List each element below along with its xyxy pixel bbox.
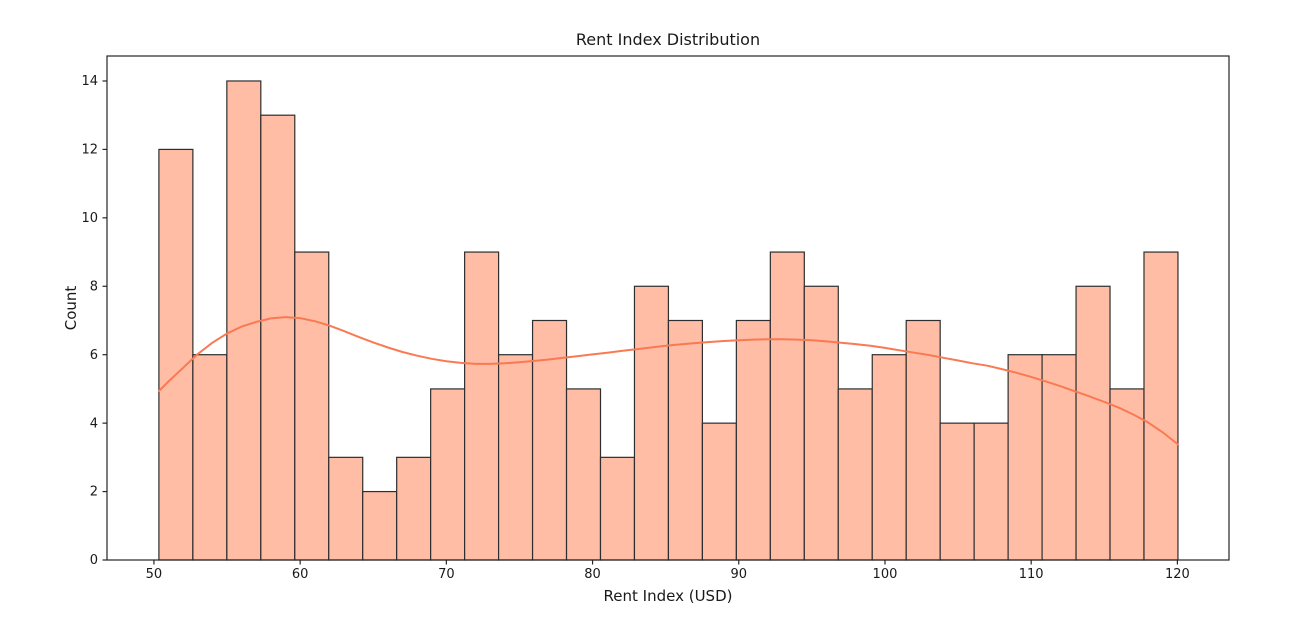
x-axis-label: Rent Index (USD) — [604, 587, 733, 605]
y-tick-label: 4 — [90, 416, 98, 431]
plot-area: 50 60 70 80 90 100 110 120 0 2 4 6 8 10 12 14 — [81, 55, 1230, 582]
axes-spines — [106, 55, 1230, 561]
histogram-bar — [1075, 285, 1111, 561]
histogram-bar — [939, 422, 975, 561]
histogram-bar — [599, 456, 636, 561]
histogram-bar — [362, 490, 398, 561]
y-tick-label: 12 — [81, 143, 98, 158]
histogram-bar — [396, 456, 432, 561]
histogram-bar — [464, 251, 500, 561]
histogram-bar — [701, 422, 737, 561]
histogram-bar — [871, 354, 907, 561]
kde-line — [157, 316, 1179, 446]
histogram-bar — [158, 148, 194, 561]
y-tick-label: 2 — [90, 485, 98, 500]
x-tick-label: 60 — [292, 567, 309, 582]
histogram-bar — [803, 285, 839, 561]
y-axis-label: Count — [62, 286, 80, 331]
histogram-bar — [260, 114, 296, 561]
histogram-bar — [769, 251, 805, 561]
y-tick-label: 8 — [90, 279, 98, 294]
x-tick-label: 100 — [873, 567, 898, 582]
histogram-bar — [633, 285, 670, 561]
x-tick-label: 110 — [1019, 567, 1044, 582]
y-tick-label: 0 — [90, 553, 98, 568]
histogram-bar — [973, 422, 1009, 561]
histogram-bar — [1143, 251, 1179, 561]
y-tick-label: 10 — [81, 211, 98, 226]
y-tick-label: 14 — [81, 74, 98, 89]
histogram-bar — [294, 251, 330, 561]
histogram-bar — [1109, 388, 1145, 561]
histogram-bar — [328, 456, 364, 561]
histogram-bar — [837, 388, 873, 561]
histogram-bar — [192, 354, 228, 561]
chart-title: Rent Index Distribution — [576, 30, 760, 49]
histogram-bar — [497, 354, 534, 561]
x-tick-label: 90 — [730, 567, 747, 582]
histogram-bar — [226, 80, 262, 561]
histogram-bar — [905, 319, 941, 561]
x-tick-label: 70 — [438, 567, 455, 582]
x-tick-label: 120 — [1165, 567, 1190, 582]
histogram-bar — [667, 319, 703, 561]
histogram-bar — [1007, 354, 1043, 561]
histogram-bar — [430, 388, 466, 561]
x-tick-label: 80 — [584, 567, 601, 582]
y-tick-label: 6 — [90, 348, 98, 363]
histogram-bar — [531, 319, 568, 561]
histogram-bar — [565, 388, 602, 561]
histogram-bar — [735, 319, 771, 561]
x-tick-label: 50 — [146, 567, 163, 582]
